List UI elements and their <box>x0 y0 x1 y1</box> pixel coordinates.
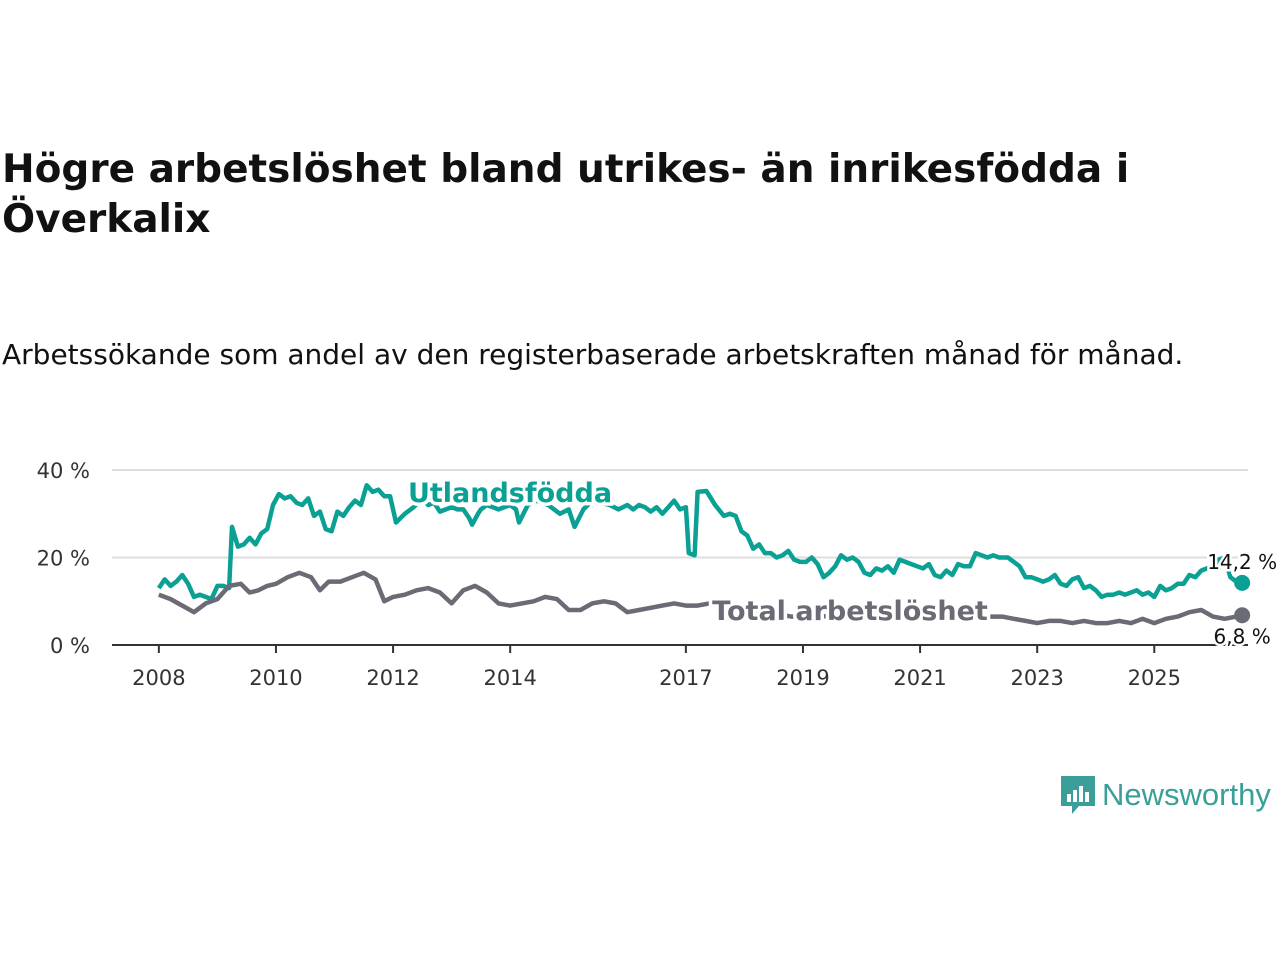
newsworthy-logo-icon <box>1061 776 1095 814</box>
x-tick-label: 2010 <box>249 666 302 690</box>
line-chart: 0 % 20 % 40 % 2008 2010 2012 2014 2017 2019 2021 2… <box>37 459 1280 690</box>
x-tick-label: 2017 <box>659 666 712 690</box>
x-tick-label: 2014 <box>483 666 536 690</box>
brand-logo: Newsworthy <box>1058 772 1271 818</box>
series-line-utlandsfodda <box>156 483 1243 602</box>
x-tick-label: 2025 <box>1128 666 1181 690</box>
x-tick-label: 2012 <box>366 666 419 690</box>
series-label-utlandsfodda: Utlandsfödda <box>408 478 612 509</box>
series-line-total <box>158 570 1243 626</box>
brand-name: Newsworthy <box>1102 777 1271 812</box>
x-tick-label: 2019 <box>776 666 829 690</box>
series-end-dot <box>1234 607 1251 624</box>
y-tick-label: 40 % <box>37 459 90 483</box>
series-label-total: Total arbetslöshet <box>712 596 988 627</box>
x-tick-label: 2008 <box>132 666 185 690</box>
series-end-label: 6,8 % <box>1214 624 1271 648</box>
chart-subtitle: Arbetssökande som andel av den registerb… <box>2 338 1184 371</box>
chart-title: Högre arbetslöshet bland utrikes- än inr… <box>2 147 1130 242</box>
y-tick-label: 0 % <box>50 634 90 658</box>
series-end-label: 14,2 % <box>1207 550 1277 574</box>
x-tick-label: 2023 <box>1010 666 1063 690</box>
y-tick-label: 20 % <box>37 547 90 571</box>
series-end-dot <box>1234 574 1251 591</box>
x-tick-label: 2021 <box>893 666 946 690</box>
